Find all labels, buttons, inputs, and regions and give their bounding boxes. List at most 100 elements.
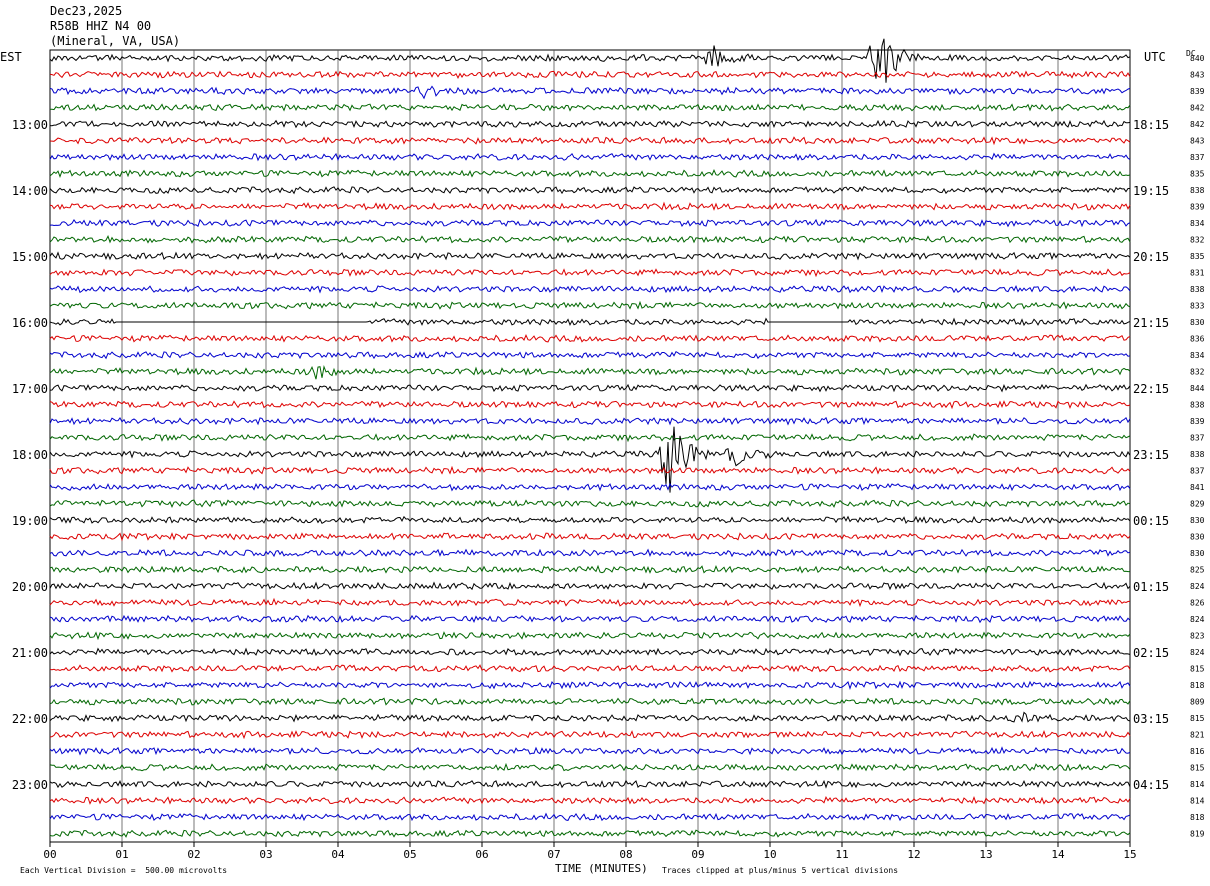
seismic-trace	[49, 383, 1131, 393]
dc-value-label: 826	[1190, 599, 1205, 608]
seismic-trace	[49, 779, 1131, 789]
x-tick-label: 09	[691, 848, 704, 861]
seismic-trace	[49, 762, 1131, 772]
dc-value-label: 830	[1190, 549, 1205, 558]
scale-note: Each Vertical Division = 500.00 microvol…	[20, 866, 228, 875]
utc-time-label: 19:15	[1133, 184, 1169, 198]
dc-value-label: 834	[1190, 219, 1205, 228]
seismic-trace	[49, 251, 1131, 261]
est-time-label: 13:00	[12, 118, 48, 132]
utc-time-label: 18:15	[1133, 118, 1169, 132]
seismic-trace	[49, 564, 1130, 574]
seismic-trace	[49, 152, 1131, 162]
dc-value-label: 818	[1190, 681, 1205, 690]
dc-header: DC	[1186, 49, 1196, 58]
dc-value-label: 814	[1190, 780, 1205, 789]
dc-value-label: 842	[1190, 120, 1205, 129]
seismic-trace	[49, 597, 1131, 608]
x-tick-label: 07	[547, 848, 560, 861]
dc-value-label: 832	[1190, 236, 1205, 245]
seismic-trace	[49, 746, 1131, 756]
seismic-trace	[49, 532, 1131, 542]
dc-value-label: 838	[1190, 186, 1205, 195]
seismic-trace	[49, 235, 1131, 244]
est-time-label: 21:00	[12, 646, 48, 660]
seismic-trace	[49, 400, 1131, 410]
seismic-trace	[49, 631, 1131, 641]
dc-value-label: 831	[1190, 269, 1205, 278]
dc-value-label: 843	[1190, 137, 1205, 146]
dc-value-label: 834	[1190, 351, 1205, 360]
dc-value-label: 843	[1190, 71, 1205, 80]
seismic-trace	[49, 581, 1131, 591]
dc-value-label: 837	[1190, 153, 1205, 162]
seismic-trace	[49, 364, 1131, 380]
seismic-trace	[49, 499, 1131, 508]
x-tick-label: 00	[43, 848, 56, 861]
x-tick-label: 06	[475, 848, 488, 861]
seismic-trace	[49, 218, 1131, 228]
seismic-trace	[49, 697, 1131, 706]
dc-value-label: 844	[1190, 384, 1205, 393]
utc-time-label: 02:15	[1133, 646, 1169, 660]
dc-value-label: 835	[1190, 170, 1205, 179]
seismic-trace	[49, 426, 1131, 493]
dc-value-label: 816	[1190, 747, 1205, 756]
header-station: R58B HHZ N4 00	[50, 19, 152, 33]
dc-value-label: 815	[1190, 714, 1205, 723]
header-date: Dec23,2025	[50, 4, 123, 18]
seismic-trace	[49, 201, 1131, 211]
clip-note: Traces clipped at plus/minus 5 vertical …	[662, 866, 899, 875]
x-tick-label: 01	[115, 848, 128, 861]
seismic-trace	[49, 795, 1131, 805]
dc-value-label: 839	[1190, 87, 1205, 96]
dc-value-label: 832	[1190, 368, 1205, 377]
dc-value-label: 833	[1190, 302, 1205, 311]
utc-time-label: 23:15	[1133, 448, 1169, 462]
seismic-trace	[49, 711, 1131, 723]
seismic-trace	[49, 317, 1131, 327]
utc-time-label: 22:15	[1133, 382, 1169, 396]
x-tick-label: 10	[763, 848, 776, 861]
dc-value-label: 836	[1190, 335, 1205, 344]
dc-value-label: 838	[1190, 450, 1205, 459]
utc-time-label: 01:15	[1133, 580, 1169, 594]
est-time-label: 18:00	[12, 448, 48, 462]
dc-value-label: 824	[1190, 615, 1205, 624]
dc-value-label: 819	[1190, 830, 1205, 839]
dc-value-label: 840	[1190, 54, 1205, 63]
x-tick-label: 05	[403, 848, 416, 861]
x-tick-label: 08	[619, 848, 632, 861]
est-time-label: 20:00	[12, 580, 48, 594]
dc-value-label: 825	[1190, 566, 1205, 575]
seismic-trace	[49, 812, 1131, 822]
utc-time-label: 00:15	[1133, 514, 1169, 528]
dc-value-label: 815	[1190, 665, 1205, 674]
header-location: (Mineral, VA, USA)	[50, 34, 181, 48]
dc-value-label: 830	[1190, 318, 1205, 327]
dc-value-label: 837	[1190, 467, 1205, 476]
x-tick-label: 13	[979, 848, 992, 861]
seismic-trace	[49, 647, 1131, 657]
seismic-trace	[49, 482, 1131, 492]
est-time-label: 15:00	[12, 250, 48, 264]
seismic-trace	[49, 416, 1131, 426]
x-tick-label: 03	[259, 848, 272, 861]
seismic-trace	[49, 515, 1131, 525]
utc-label: UTC	[1144, 50, 1166, 64]
est-time-label: 16:00	[12, 316, 48, 330]
x-tick-label: 04	[331, 848, 345, 861]
seismic-trace	[49, 614, 1131, 624]
dc-value-label: 838	[1190, 401, 1205, 410]
dc-value-label: 818	[1190, 813, 1205, 822]
x-tick-label: 12	[907, 848, 920, 861]
dc-value-label: 823	[1190, 632, 1205, 641]
seismic-trace	[49, 334, 1131, 343]
plot-frame	[49, 49, 1131, 843]
seismic-trace	[49, 136, 1131, 146]
x-tick-label: 02	[187, 848, 200, 861]
dc-value-label: 824	[1190, 648, 1205, 657]
est-time-label: 23:00	[12, 778, 48, 792]
seismic-trace	[49, 680, 1131, 691]
dc-value-label: 839	[1190, 417, 1205, 426]
